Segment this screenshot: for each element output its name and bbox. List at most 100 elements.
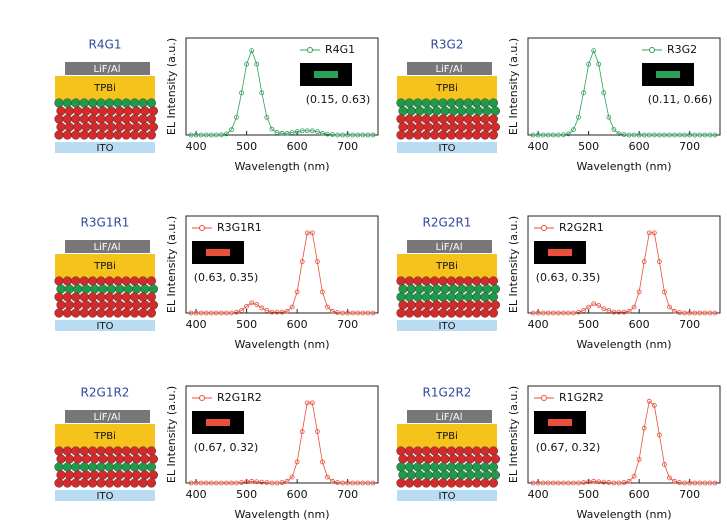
qd-sphere (138, 114, 148, 124)
qd-sphere (62, 446, 73, 456)
data-point (712, 310, 718, 316)
x-tick-label: 400 (186, 318, 207, 331)
layer-label: TPBi (93, 261, 116, 272)
qd-sphere (115, 300, 125, 310)
qd-sphere (96, 292, 106, 302)
qd-sphere (404, 292, 415, 302)
data-point (304, 128, 310, 134)
qd-sphere (448, 284, 459, 294)
x-tick-label: 700 (679, 140, 700, 153)
spectrum-line (191, 49, 373, 136)
qd-sphere (413, 478, 423, 488)
qd-sphere (146, 130, 157, 140)
data-point (244, 479, 250, 485)
x-axis-label: Wavelength (nm) (576, 160, 671, 173)
tpbi-layer (55, 254, 155, 282)
x-tick-label: 600 (287, 488, 308, 501)
data-point (550, 310, 556, 316)
data-point (571, 480, 576, 486)
ito-layer (397, 490, 497, 501)
x-tick-label: 700 (337, 488, 358, 501)
qd-sphere (446, 114, 457, 124)
qd-sphere (130, 478, 140, 488)
data-point (203, 310, 209, 316)
qd-sphere (430, 478, 440, 488)
qd-sphere (121, 292, 131, 302)
data-point (294, 289, 300, 295)
data-point (707, 132, 713, 138)
qd-sphere (446, 462, 457, 472)
qd-sphere (104, 478, 115, 488)
data-point (299, 259, 305, 264)
data-point (571, 127, 576, 133)
qd-sphere (87, 462, 98, 472)
qd-sphere (480, 462, 490, 472)
qd-sphere (463, 462, 473, 472)
qd-sphere (413, 446, 423, 456)
x-tick-label: 400 (528, 140, 549, 153)
legend-label: R3G2 (667, 43, 697, 56)
qd-sphere (423, 122, 433, 132)
qd-sphere (71, 292, 81, 302)
qd-sphere (465, 470, 475, 480)
qd-sphere (463, 478, 473, 488)
emission-glow (206, 249, 230, 256)
qd-sphere (140, 106, 150, 116)
data-point (621, 132, 627, 137)
qd-sphere (438, 462, 448, 472)
qd-sphere (406, 470, 417, 480)
qd-sphere (62, 478, 73, 488)
qd-sphere (73, 284, 83, 294)
data-point (682, 310, 688, 316)
qd-sphere (421, 308, 431, 318)
data-point (712, 480, 718, 486)
data-point (304, 230, 310, 236)
qd-sphere (438, 98, 448, 108)
lif-al-layer (65, 240, 150, 253)
qd-sphere (140, 470, 150, 480)
data-point (229, 127, 234, 133)
qd-sphere (56, 106, 66, 116)
data-point (335, 480, 340, 485)
panel-title: R1G2R2 (423, 386, 472, 400)
qd-sphere (430, 308, 440, 318)
layer-label: TPBi (435, 261, 458, 272)
qd-sphere (421, 478, 431, 488)
data-point (667, 132, 672, 138)
x-tick-label: 600 (287, 140, 308, 153)
data-point (550, 132, 556, 138)
qd-sphere (488, 308, 499, 318)
data-point (576, 480, 581, 486)
emission-glow (206, 419, 230, 426)
data-point (677, 132, 682, 138)
qd-sphere (106, 122, 117, 132)
data-point (586, 61, 592, 67)
qd-sphere (138, 292, 148, 302)
qd-sphere (121, 462, 131, 472)
legend-marker (199, 225, 205, 231)
data-point (566, 480, 571, 486)
qd-sphere (480, 308, 490, 318)
qd-sphere (438, 276, 448, 286)
qd-sphere (148, 284, 159, 294)
data-point (198, 480, 204, 486)
qd-sphere (404, 478, 415, 488)
data-point (360, 310, 366, 316)
qd-sphere (56, 122, 66, 132)
x-tick-label: 600 (629, 318, 650, 331)
data-point (360, 132, 366, 138)
qd-sphere (457, 106, 467, 116)
qd-sphere (87, 114, 98, 124)
data-point (234, 309, 239, 315)
qd-sphere (488, 446, 499, 456)
qd-sphere (146, 98, 157, 108)
qd-sphere (438, 446, 448, 456)
qd-sphere (430, 462, 440, 472)
data-point (249, 48, 255, 54)
data-point (535, 480, 541, 486)
data-point (540, 310, 546, 316)
qd-sphere (73, 106, 83, 116)
data-point (193, 480, 199, 486)
data-point (677, 310, 682, 315)
qd-sphere (123, 284, 133, 294)
